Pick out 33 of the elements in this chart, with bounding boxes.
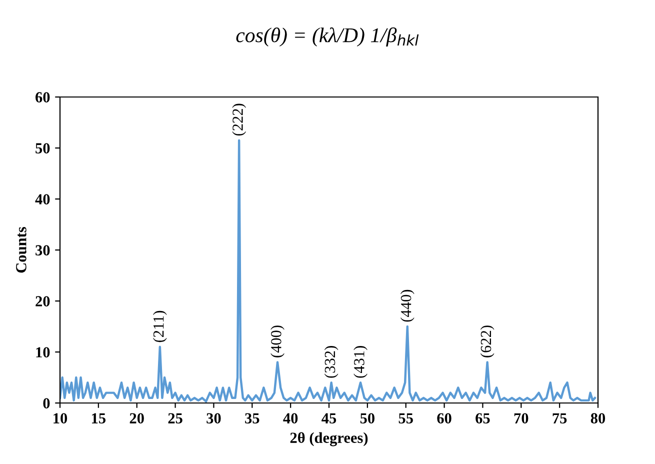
x-tick-label: 30 (206, 413, 221, 424)
annotation: (400) (270, 326, 284, 358)
annotation: (222) (232, 104, 246, 136)
x-tick-label: 80 (590, 413, 606, 424)
x-tick-label: 50 (360, 413, 374, 424)
y-tick-label: 40 (35, 194, 50, 204)
x-tick-label: 25 (168, 413, 182, 424)
x-tick-label: 20 (130, 413, 144, 424)
y-tick-label: 20 (36, 296, 50, 306)
x-tick-label: 70 (514, 413, 528, 424)
annotation: (431) (354, 346, 368, 378)
y-axis-title: Counts (16, 227, 26, 273)
annotation: (622) (480, 326, 494, 358)
x-tick-label: 65 (476, 413, 490, 424)
y-tick-label: 50 (36, 143, 50, 154)
annotation: (332) (324, 346, 338, 378)
y-tick-label: 60 (36, 92, 50, 102)
x-tick-label: 10 (54, 413, 68, 424)
y-tick-label: 30 (36, 245, 50, 256)
x-tick-label: 45 (322, 413, 336, 424)
x-tick-label: 75 (552, 413, 567, 424)
y-tick-label: 10 (36, 347, 50, 358)
line-series (60, 139, 596, 403)
annotation: (440) (400, 290, 414, 322)
x-tick-label: 40 (283, 413, 298, 424)
x-tick-label: 55 (398, 413, 413, 424)
y-tick-label: 0 (43, 398, 50, 408)
x-tick-label: 15 (92, 413, 106, 424)
x-axis-title: 2θ (degrees) (290, 432, 368, 446)
x-tick-label: 60 (437, 413, 452, 424)
annotation: (211) (152, 310, 167, 342)
text: cos(θ) = (kλ/D) 1/β$_{hkl}$ (236, 27, 419, 47)
x-tick-label: 35 (245, 413, 260, 424)
